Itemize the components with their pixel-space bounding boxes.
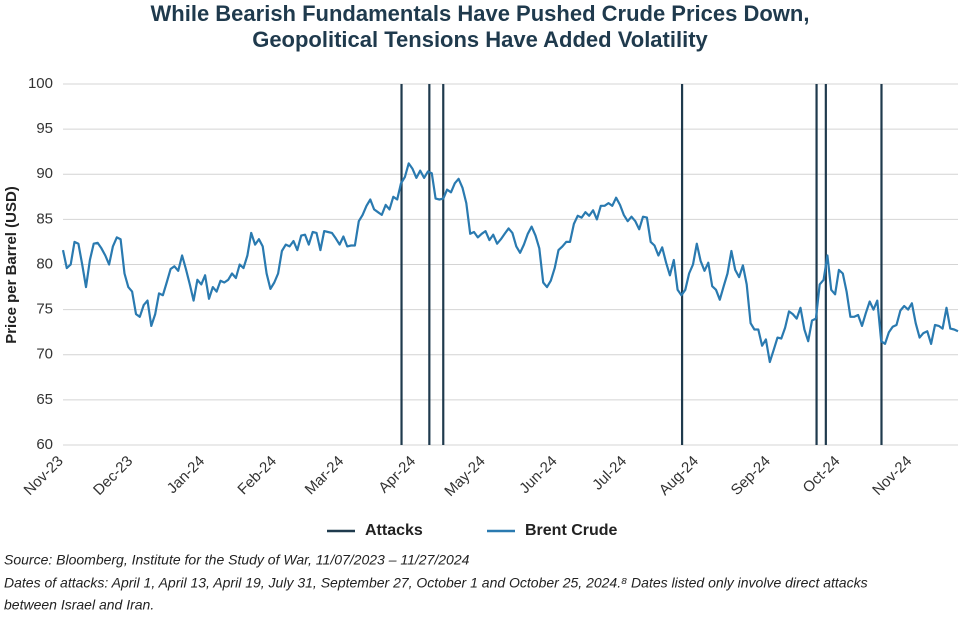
y-tick-label: 90: [36, 165, 53, 182]
x-tick-label: Jun-24: [516, 453, 560, 497]
y-tick-label: 70: [36, 346, 53, 363]
footnote: Dates of attacks: April 1, April 13, Apr…: [4, 575, 868, 591]
x-tick-label: Dec-23: [90, 453, 136, 499]
footnote: between Israel and Iran.: [4, 597, 154, 613]
x-tick-label: May-24: [441, 453, 488, 500]
x-tick-label: Nov-24: [869, 453, 915, 499]
price-line: [61, 162, 959, 364]
y-tick-label: 100: [28, 75, 53, 92]
x-tick-label: Jul-24: [589, 453, 630, 494]
y-tick-label: 80: [36, 255, 53, 272]
y-tick-label: 85: [36, 210, 53, 227]
x-tick-label: Sep-24: [728, 453, 774, 499]
y-axis-label: Price per Barrel (USD): [3, 186, 20, 344]
x-tick-label: Feb-24: [234, 453, 280, 499]
x-tick-label: Nov-23: [21, 453, 67, 499]
y-tick-label: 95: [36, 120, 53, 137]
x-tick-label: Oct-24: [800, 453, 844, 497]
y-tick-label: 75: [36, 301, 53, 318]
chart-title: While Bearish Fundamentals Have Pushed C…: [151, 1, 810, 26]
chart-title: Geopolitical Tensions Have Added Volatil…: [252, 27, 708, 52]
x-tick-label: Mar-24: [302, 453, 348, 499]
y-tick-label: 60: [36, 436, 53, 453]
x-tick-label: Jan-24: [164, 453, 208, 497]
y-tick-label: 65: [36, 391, 53, 408]
legend-label: Attacks: [365, 522, 423, 539]
legend-label: Brent Crude: [525, 522, 618, 539]
source-note: Source: Bloomberg, Institute for the Stu…: [4, 552, 470, 568]
x-tick-label: Aug-24: [656, 453, 702, 499]
x-tick-label: Apr-24: [375, 453, 419, 497]
